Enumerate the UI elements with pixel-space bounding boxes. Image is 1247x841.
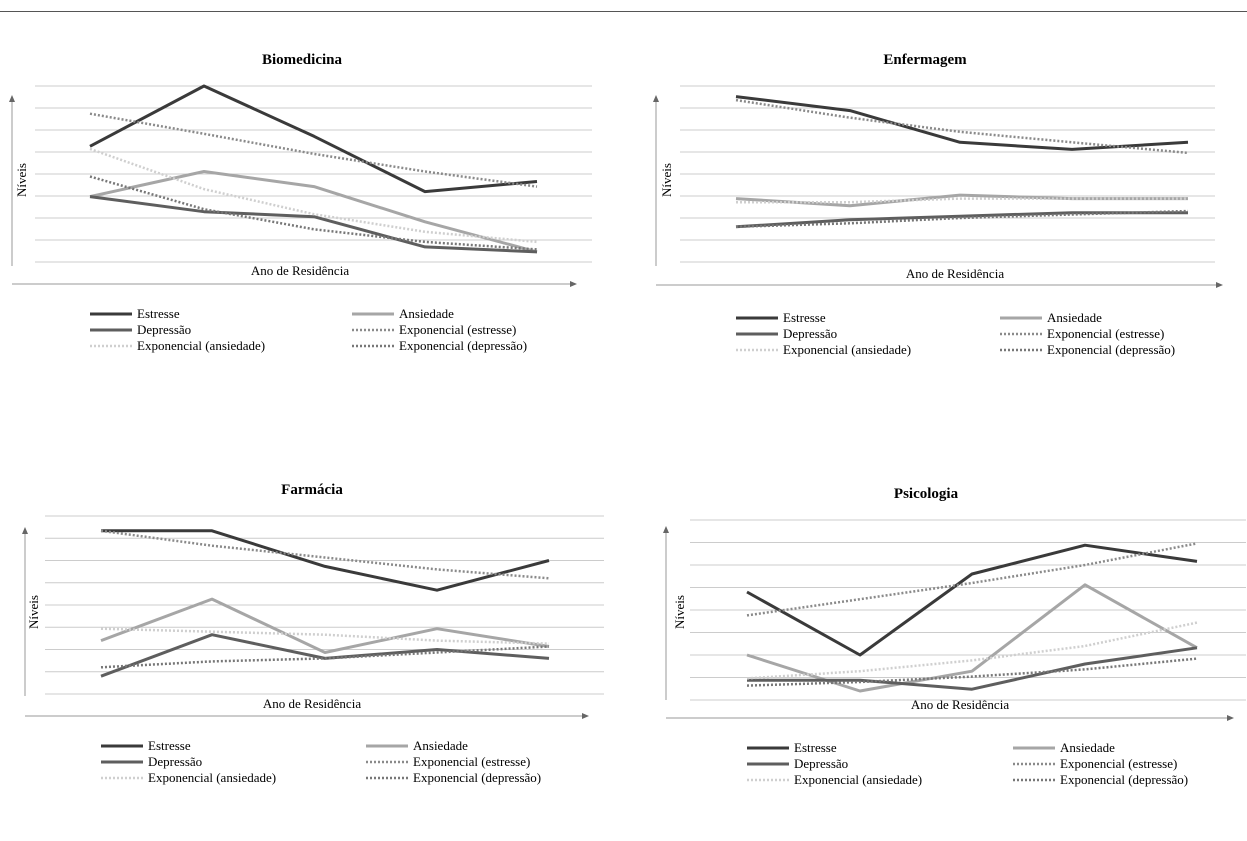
legend-label: Depressão <box>783 326 837 341</box>
legend-label: Exponencial (estresse) <box>399 322 516 337</box>
series-line-estresse <box>101 529 550 592</box>
legend-label: Exponencial (estresse) <box>1047 326 1164 341</box>
series-line-exp-estresse <box>735 98 1189 155</box>
series-line-estresse <box>89 84 538 194</box>
series-line-exp-ansiedade <box>89 147 538 244</box>
series-line-estresse <box>735 95 1189 151</box>
x-axis-label: Ano de Residência <box>906 266 1004 281</box>
legend-label: Ansiedade <box>413 738 468 753</box>
y-axis-label: Níveis <box>659 163 674 197</box>
chart-2: Enfermagem Níveis Ano de Residência Estress… <box>653 52 1223 357</box>
series-line-exp-depressao <box>746 657 1198 687</box>
series-line-ansiedade <box>100 597 550 654</box>
x-axis-label: Ano de Residência <box>263 696 361 711</box>
top-rule <box>0 11 1247 12</box>
series-line-estresse <box>746 543 1198 657</box>
legend-label: Depressão <box>137 322 191 337</box>
y-axis-label: Níveis <box>26 595 41 629</box>
series-line-exp-ansiedade <box>736 197 1188 204</box>
legend-label: Exponencial (depressão) <box>1060 772 1188 787</box>
chart-title: Farmácia <box>281 482 343 498</box>
series-line-exp-depressao <box>100 645 550 669</box>
legend-label: Exponencial (ansiedade) <box>137 338 265 353</box>
series-line-ansiedade <box>89 170 538 254</box>
legend-label: Estresse <box>783 310 826 325</box>
legend-label: Ansiedade <box>1060 740 1115 755</box>
chart-1: Biomedicina Níveis Ano de Residência Estres… <box>9 52 592 353</box>
legend-label: Exponencial (depressão) <box>1047 342 1175 357</box>
chart-title: Biomedicina <box>262 52 343 68</box>
legend-label: Exponencial (estresse) <box>1060 756 1177 771</box>
legend-label: Ansiedade <box>399 306 454 321</box>
legend-label: Depressão <box>794 756 848 771</box>
series-line-ansiedade <box>735 193 1188 208</box>
series-line-depressao <box>747 646 1198 691</box>
legend-label: Exponencial (depressão) <box>413 770 541 785</box>
x-axis-label: Ano de Residência <box>911 697 1009 712</box>
legend-label: Exponencial (estresse) <box>413 754 530 769</box>
series-line-exp-estresse <box>746 542 1198 617</box>
x-axis-label: Ano de Residência <box>251 263 349 278</box>
legend-label: Estresse <box>137 306 180 321</box>
series-line-exp-estresse <box>89 112 538 188</box>
series-line-exp-depressao <box>735 209 1189 229</box>
y-axis-label: Níveis <box>672 595 687 629</box>
y-axis-label: Níveis <box>14 163 29 197</box>
series-line-depressao <box>89 195 538 254</box>
chart-3: Farmácia Níveis Ano de Residência Estresse A… <box>22 482 604 785</box>
legend-label: Exponencial (ansiedade) <box>148 770 276 785</box>
series-line-exp-estresse <box>100 529 550 580</box>
legend-label: Exponencial (ansiedade) <box>783 342 911 357</box>
legend-label: Depressão <box>148 754 202 769</box>
chart-title: Psicologia <box>894 486 959 502</box>
series-line-depressao <box>735 211 1188 229</box>
legend-label: Ansiedade <box>1047 310 1102 325</box>
series-line-exp-ansiedade <box>100 627 550 645</box>
legend-label: Exponencial (ansiedade) <box>794 772 922 787</box>
series-line-exp-ansiedade <box>746 621 1198 680</box>
legend-label: Exponencial (depressão) <box>399 338 527 353</box>
legend-label: Estresse <box>148 738 191 753</box>
legend-label: Estresse <box>794 740 837 755</box>
chart-4: Psicologia Níveis Ano de Residência Estress… <box>663 486 1246 787</box>
chart-title: Enfermagem <box>883 52 967 68</box>
